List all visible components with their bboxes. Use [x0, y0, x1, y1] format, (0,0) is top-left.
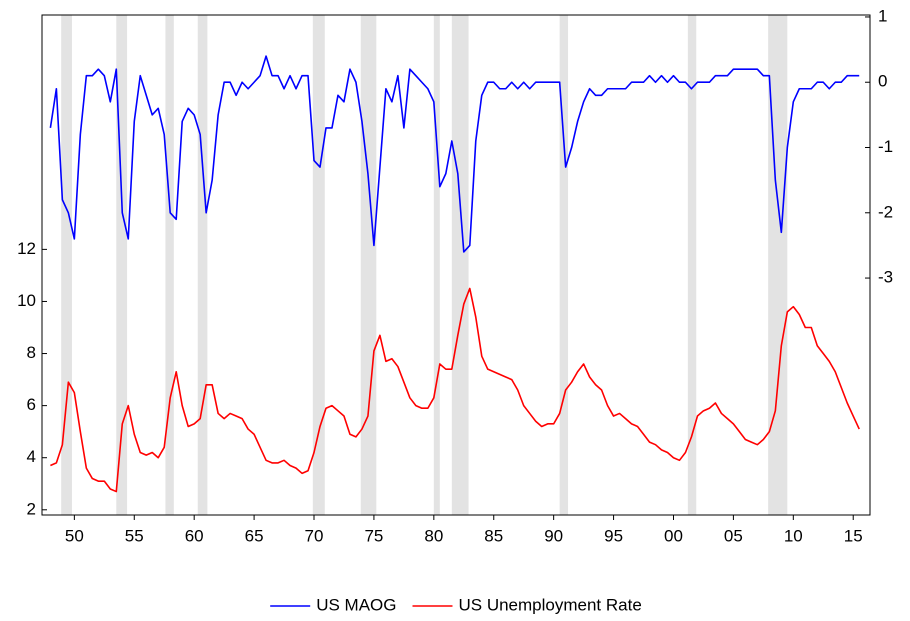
- x-tick-label: 80: [424, 526, 443, 545]
- x-tick-label: 50: [65, 526, 84, 545]
- y2-tick-label: -2: [878, 202, 893, 221]
- recession-band: [433, 15, 440, 515]
- recession-band: [360, 15, 377, 515]
- x-tick-label: 00: [664, 526, 683, 545]
- x-tick-label: 55: [125, 526, 144, 545]
- x-tick-label: 90: [544, 526, 563, 545]
- recession-band: [687, 15, 697, 515]
- y-tick-label: 2: [27, 499, 36, 518]
- y2-tick-label: 0: [878, 72, 887, 91]
- recession-band: [61, 15, 72, 515]
- recession-band: [165, 15, 174, 515]
- y2-tick-label: -1: [878, 137, 893, 156]
- legend-label: US Unemployment Rate: [458, 595, 641, 614]
- y-tick-label: 6: [27, 395, 36, 414]
- y-tick-label: 12: [17, 239, 36, 258]
- plot-frame: [41, 14, 871, 516]
- y2-tick-label: -3: [878, 268, 893, 287]
- recession-band: [559, 15, 569, 515]
- y-tick-label: 4: [27, 447, 36, 466]
- series-line: [49, 55, 860, 253]
- series-line: [50, 287, 860, 493]
- recession-band: [312, 15, 325, 515]
- x-tick-label: 10: [784, 526, 803, 545]
- y-tick-label: 10: [17, 291, 36, 310]
- recession-band: [197, 15, 208, 515]
- recession-band: [116, 15, 128, 515]
- x-tick-label: 05: [724, 526, 743, 545]
- x-tick-label: 70: [305, 526, 324, 545]
- legend-label: US MAOG: [316, 595, 396, 614]
- recession-band: [451, 15, 469, 515]
- x-tick-label: 65: [245, 526, 264, 545]
- x-tick-label: 85: [484, 526, 503, 545]
- x-tick-label: 75: [364, 526, 383, 545]
- recession-band: [768, 15, 788, 515]
- x-tick-label: 95: [604, 526, 623, 545]
- x-tick-label: 60: [185, 526, 204, 545]
- y-tick-label: 8: [27, 343, 36, 362]
- y2-tick-label: 1: [878, 6, 887, 25]
- x-tick-label: 15: [844, 526, 863, 545]
